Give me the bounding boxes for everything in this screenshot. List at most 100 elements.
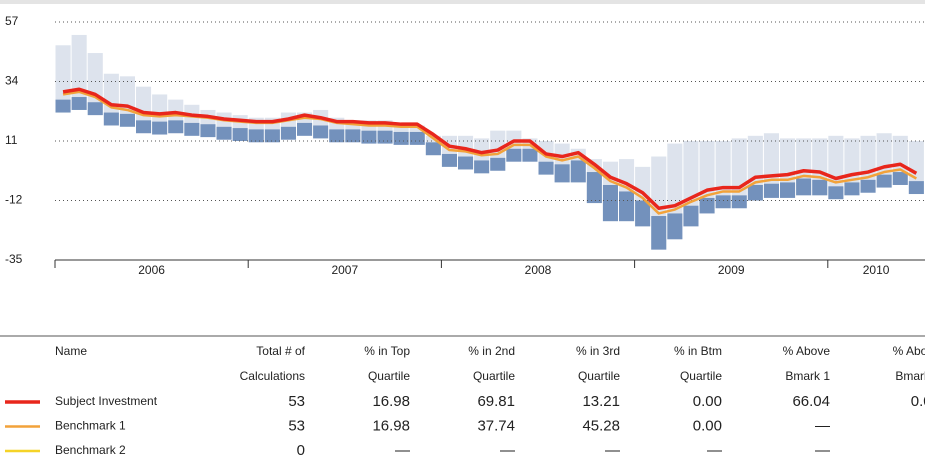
bar-lower [683,205,699,227]
bar-lower [280,126,296,140]
x-tick-label: 2009 [718,263,745,277]
bar-upper [699,141,715,198]
column-header: Quartile [368,369,410,383]
table-cell: 53 [288,417,305,434]
bar-lower [361,130,377,144]
row-name: Benchmark 2 [55,443,126,457]
table-cell: — [815,442,830,459]
bar-upper [828,135,844,187]
bar-upper [651,156,667,217]
bar-lower [313,125,329,139]
column-header: Bmark 2 [895,369,925,383]
bar-lower [892,172,908,185]
bar-lower [136,120,152,134]
bar-lower [908,181,924,195]
table-cell: 16.98 [372,417,410,434]
bar-lower [55,99,71,113]
y-tick-label: 11 [5,133,18,147]
series-line [62,87,918,211]
bar-lower [216,126,232,140]
bar-lower [619,191,635,222]
bar-lower [796,178,812,196]
bar-upper [667,143,683,214]
bar-lower [152,121,168,135]
bar-lower [586,172,602,204]
table-cell: 37.74 [477,417,515,434]
table-cell: 0 [297,442,305,459]
bar-lower [651,216,667,250]
column-header: Name [55,344,87,358]
table-cell: 53 [288,393,305,410]
bar-lower [264,129,280,143]
column-header: % in 3rd [576,344,620,358]
bar-lower [168,120,184,134]
bar-lower [731,195,747,209]
bar-lower [554,164,570,183]
bar-lower [393,131,409,145]
bar-lower [441,153,457,167]
bar-lower [780,182,796,198]
bar-upper [892,135,908,173]
bar-upper [522,138,538,149]
column-header: % in 2nd [468,344,515,358]
bar-lower [828,186,844,200]
bar-lower [345,129,361,143]
table-cell: 0.00 [693,393,722,410]
table-cell: 13.21 [582,393,620,410]
table-cell: 66.04 [792,393,830,410]
x-tick-label: 2008 [525,263,552,277]
bar-lower [844,182,860,196]
x-tick-label: 2007 [331,263,358,277]
bar-upper [715,141,731,196]
table-cell: — [707,442,722,459]
bar-upper [780,138,796,183]
bar-lower [506,148,522,162]
bar-upper [844,138,860,183]
bar-lower [715,195,731,209]
bar-upper [55,45,71,100]
bar-upper [731,138,747,196]
bar-lower [377,130,393,144]
bar-lower [297,122,313,136]
column-header: Calculations [240,369,305,383]
table-cell: — [605,442,620,459]
bar-lower [699,197,715,214]
bar-lower [812,179,828,196]
bar-lower [71,97,87,110]
bar-lower [425,142,441,156]
bar-lower [667,213,683,240]
bar-upper [87,53,103,103]
column-header: Quartile [578,369,620,383]
bar-lower [184,122,200,136]
bar-lower [876,174,892,188]
bar-lower [119,113,135,127]
bar-lower [458,156,474,170]
bar-lower [474,160,490,174]
column-header: Bmark 1 [785,369,830,383]
column-header: % Above [783,344,831,358]
bar-lower [248,129,264,143]
bar-lower [329,129,345,143]
bar-lower [763,183,779,198]
bar-lower [860,179,876,193]
bar-upper [168,99,184,121]
bar-upper [860,135,876,180]
column-header: % in Top [364,344,410,358]
y-tick-label: 57 [5,14,19,28]
bar-upper [812,138,828,180]
bar-upper [763,133,779,184]
bar-lower [490,157,506,171]
bar-lower [409,131,425,145]
table-cell: 0.00 [911,393,925,410]
table-cell: — [500,442,515,459]
bar-lower [200,124,216,138]
table-cell: 45.28 [582,417,620,434]
x-tick-label: 2010 [863,263,890,277]
bar-lower [602,184,618,222]
bar-upper [683,141,699,206]
bar-upper [796,138,812,179]
y-tick-label: -35 [5,252,23,266]
table-cell: — [815,417,830,434]
